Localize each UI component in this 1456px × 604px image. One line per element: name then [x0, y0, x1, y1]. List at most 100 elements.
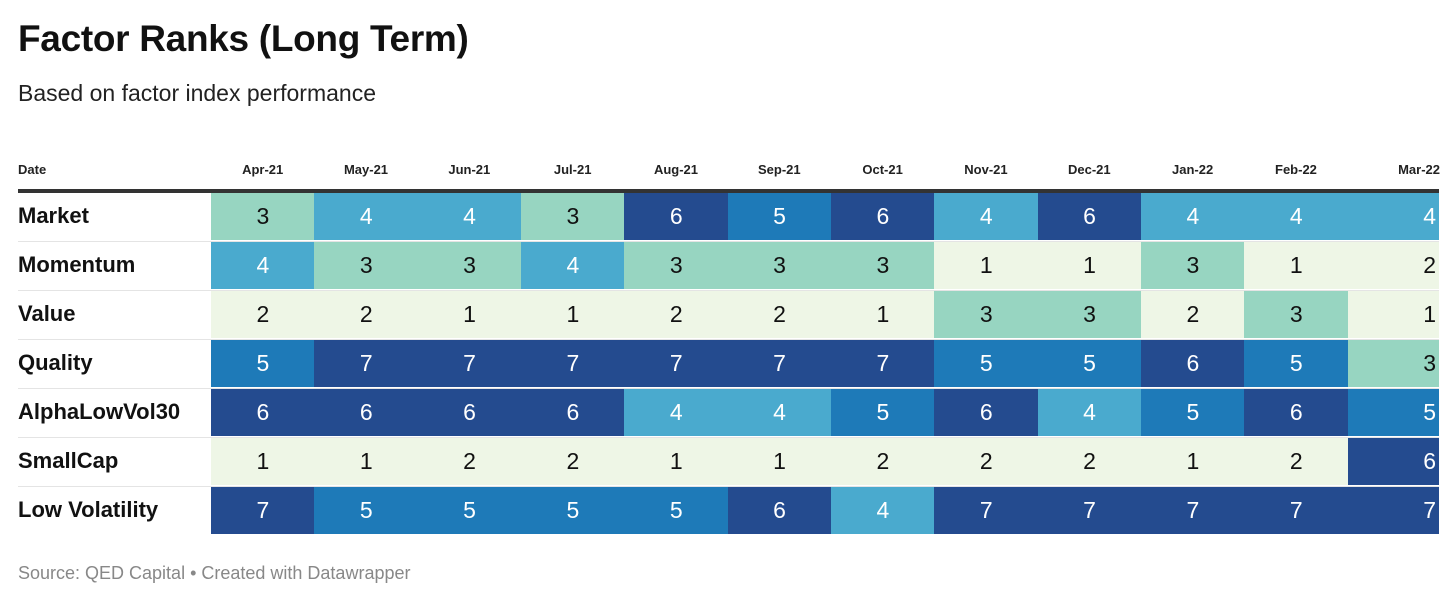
- heatmap-cell: 4: [314, 193, 419, 240]
- heatmap-cell: 1: [520, 291, 625, 338]
- date-column-header: Date: [18, 162, 47, 177]
- cell-value: 4: [463, 203, 476, 229]
- cell-value: 7: [359, 350, 373, 376]
- cell-value: 7: [669, 350, 683, 376]
- heatmap-cell: 2: [1037, 438, 1142, 485]
- cell-value: 5: [566, 497, 580, 523]
- cell-value: 2: [256, 301, 270, 327]
- heatmap-cell: 5: [934, 340, 1039, 387]
- column-header-jul-21: Jul-21: [553, 162, 592, 177]
- heatmap-cell: 2: [211, 291, 315, 338]
- cell-value: 3: [876, 252, 890, 278]
- cell-value: 7: [1186, 497, 1200, 523]
- heatmap-table: Date Apr-21 May-21 Jun-21 Jul-21 Aug-21 Sep-2…: [18, 150, 1440, 535]
- source-note: Source: QED Capital • Created with Dataw…: [18, 563, 411, 583]
- cell-value: 5: [773, 203, 786, 229]
- heatmap-cell: 4: [934, 193, 1039, 240]
- heatmap-cell: 2: [314, 291, 419, 338]
- heatmap-cell: 1: [1037, 242, 1142, 289]
- cell-value: 4: [979, 203, 993, 229]
- cell-value: 2: [773, 301, 786, 327]
- heatmap-cell: 6: [1140, 340, 1245, 387]
- heatmap-cell: 1: [624, 438, 729, 485]
- cell-value: 1: [876, 301, 890, 327]
- cell-value: 7: [463, 350, 476, 376]
- heatmap-cell: 7: [417, 340, 522, 387]
- row-label: SmallCap: [18, 448, 119, 473]
- chart-title: Factor Ranks (Long Term): [18, 18, 469, 59]
- cell-value: 1: [1083, 252, 1096, 278]
- cell-value: 5: [669, 497, 683, 523]
- column-header-sep-21: Sep-21: [757, 162, 801, 177]
- heatmap-cell: 2: [417, 438, 522, 485]
- cell-value: 2: [1289, 448, 1303, 474]
- heatmap-cell: 4: [417, 193, 522, 240]
- heatmap-cell: 5: [417, 487, 522, 534]
- heatmap-cell: 2: [1347, 242, 1439, 289]
- cell-value: 1: [256, 448, 270, 474]
- heatmap-cell: 3: [520, 193, 625, 240]
- table-row: Momentum 4 3 3 4 3 3 3 1 1 3 1 2: [18, 242, 1439, 291]
- column-header-may-21: May-21: [343, 162, 389, 177]
- cell-value: 3: [256, 203, 270, 229]
- heatmap-cell: 4: [1347, 193, 1439, 240]
- heatmap-cell: 3: [934, 291, 1039, 338]
- cell-value: 4: [773, 399, 786, 425]
- cell-value: 5: [1423, 399, 1436, 425]
- heatmap-cell: 5: [1244, 340, 1349, 387]
- heatmap-cell: 6: [211, 389, 315, 436]
- table-row: Value 2 2 1 1 2 2 1 3 3 2 3 1: [18, 291, 1439, 340]
- row-label: Momentum: [18, 252, 136, 277]
- heatmap-cell: 5: [624, 487, 729, 534]
- cell-value: 6: [979, 399, 993, 425]
- cell-value: 4: [876, 497, 890, 523]
- cell-value: 5: [876, 399, 890, 425]
- cell-value: 2: [463, 448, 476, 474]
- heatmap-cell: 7: [624, 340, 729, 387]
- cell-value: 7: [256, 497, 270, 523]
- cell-value: 1: [463, 301, 476, 327]
- cell-value: 3: [1186, 252, 1200, 278]
- heatmap-cell: 2: [727, 291, 832, 338]
- heatmap-cell: 1: [934, 242, 1039, 289]
- cell-value: 7: [1289, 497, 1303, 523]
- cell-value: 1: [669, 448, 683, 474]
- chart-subtitle: Based on factor index performance: [18, 80, 376, 106]
- heatmap-cell: 3: [727, 242, 832, 289]
- cell-value: 6: [1083, 203, 1096, 229]
- heatmap-cell: 2: [934, 438, 1039, 485]
- heatmap-cell: 5: [520, 487, 625, 534]
- cell-value: 2: [1423, 252, 1436, 278]
- column-header-jan-22: Jan-22: [1172, 162, 1214, 177]
- heatmap-cell: 4: [624, 389, 729, 436]
- heatmap-cell: 4: [1140, 193, 1245, 240]
- cell-value: 4: [359, 203, 373, 229]
- heatmap-cell: 5: [1140, 389, 1245, 436]
- column-header-mar-22: Mar-22: [1398, 162, 1440, 177]
- cell-value: 1: [359, 448, 373, 474]
- cell-value: 2: [979, 448, 993, 474]
- heatmap-cell: 1: [417, 291, 522, 338]
- cell-value: 5: [979, 350, 993, 376]
- heatmap-cell: 4: [211, 242, 315, 289]
- heatmap-cell: 6: [1347, 438, 1439, 485]
- heatmap-cell: 3: [830, 242, 935, 289]
- heatmap-cell: 6: [1244, 389, 1349, 436]
- heatmap-cell: 7: [1140, 487, 1245, 534]
- cell-value: 6: [876, 203, 890, 229]
- cell-value: 6: [669, 203, 683, 229]
- cell-value: 4: [669, 399, 683, 425]
- cell-value: 4: [1083, 399, 1096, 425]
- heatmap-cell: 1: [1140, 438, 1245, 485]
- heatmap-cell: 1: [1347, 291, 1439, 338]
- cell-value: 7: [566, 350, 580, 376]
- table-row: SmallCap 1 1 2 2 1 1 2 2 2 1 2 6: [18, 438, 1439, 487]
- cell-value: 1: [1289, 252, 1303, 278]
- heatmap-cell: 4: [727, 389, 832, 436]
- cell-value: 4: [256, 252, 270, 278]
- cell-value: 2: [1186, 301, 1200, 327]
- heatmap-cell: 6: [1037, 193, 1142, 240]
- cell-value: 7: [1083, 497, 1096, 523]
- cell-value: 3: [979, 301, 993, 327]
- heatmap-cell: 1: [211, 438, 315, 485]
